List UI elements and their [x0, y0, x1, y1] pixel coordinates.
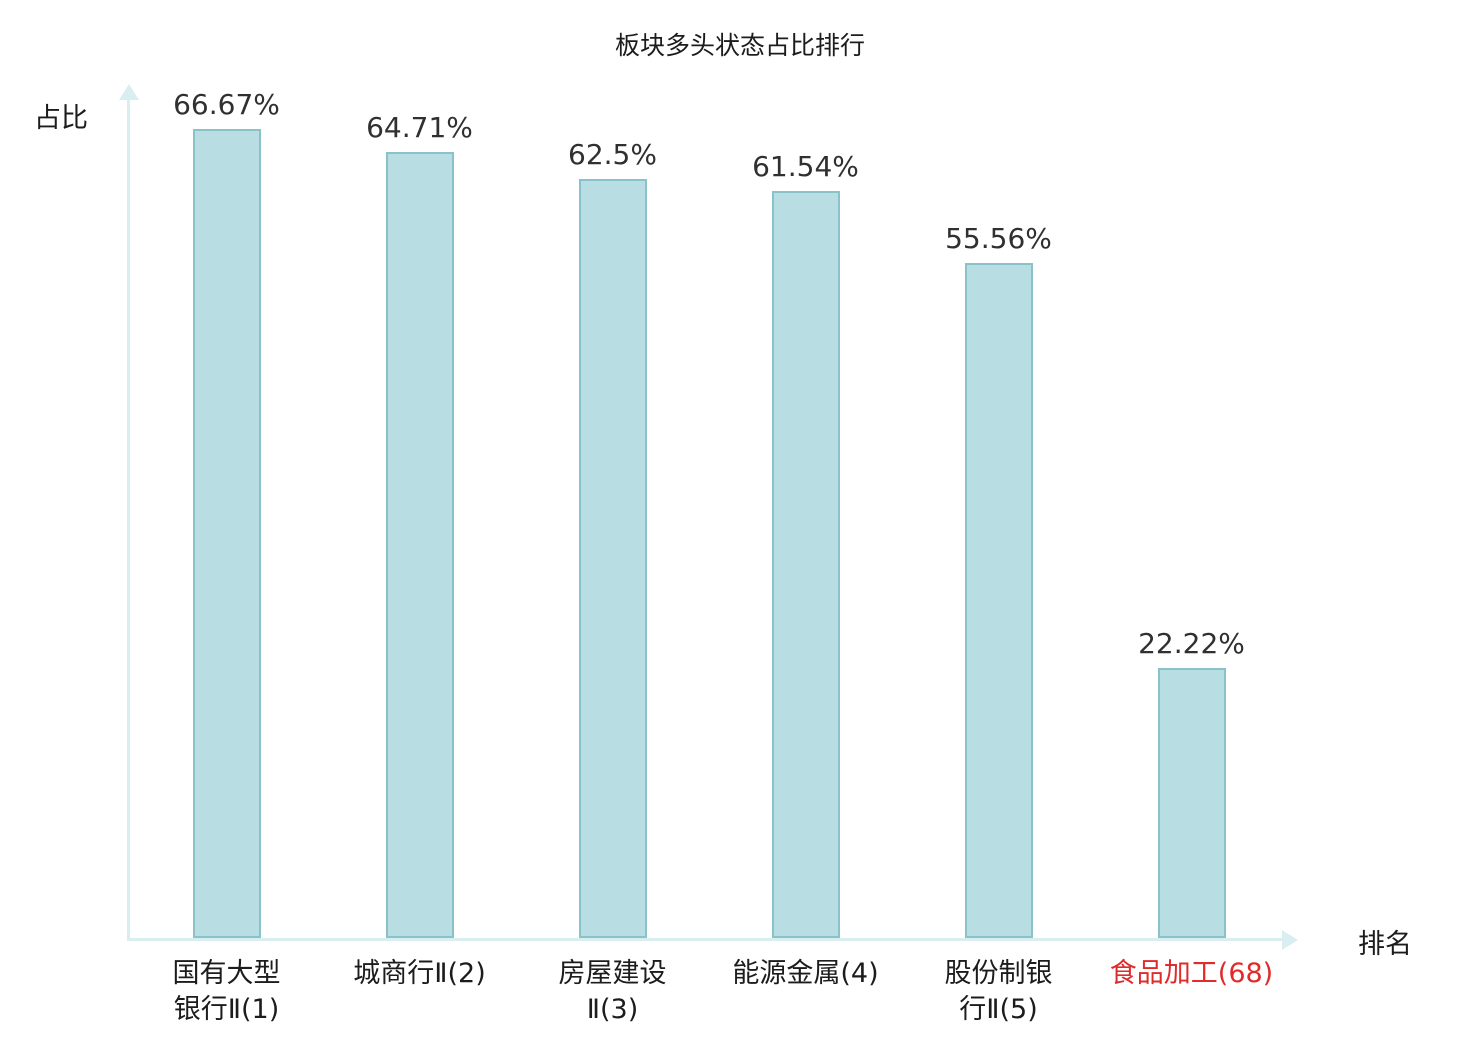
- bar-column: 64.71%: [323, 88, 516, 938]
- bar-value-label: 64.71%: [366, 111, 473, 145]
- bar-column: 61.54%: [709, 88, 902, 938]
- chart-title: 板块多头状态占比排行: [614, 31, 865, 60]
- y-axis-label: 占比: [34, 103, 88, 134]
- bar-value-label: 66.67%: [173, 88, 280, 121]
- bar: [192, 129, 261, 938]
- y-axis-arrow-icon: [119, 84, 139, 100]
- category-label: 股份制银 行Ⅱ(5): [944, 958, 1053, 1026]
- bar: [385, 152, 454, 938]
- category-axis: 国有大型 银行Ⅱ(1) 城商行Ⅱ(2) 房屋建设 Ⅱ(3) 能源金属(4) 股份制银 行…: [130, 956, 1288, 1029]
- x-axis-arrow-icon: [1282, 930, 1298, 950]
- bar-value-label: 55.56%: [945, 222, 1052, 256]
- x-axis-line: [127, 938, 1285, 941]
- category-label: 食品加工(68): [1109, 958, 1274, 989]
- category-label: 城商行Ⅱ(2): [353, 958, 486, 989]
- plot-area: 66.67% 64.71% 62.5% 61.54% 55.56% 22.22%: [130, 88, 1288, 938]
- category-label: 房屋建设 Ⅱ(3): [558, 958, 667, 1026]
- bar: [771, 190, 840, 938]
- bar-column: 55.56%: [902, 88, 1095, 938]
- bar-column: 22.22%: [1095, 88, 1288, 938]
- bar-value-label: 62.5%: [568, 138, 657, 172]
- category-label: 能源金属(4): [732, 958, 879, 989]
- bar-value-label: 61.54%: [752, 149, 859, 183]
- y-axis-line: [127, 96, 130, 938]
- bar: [964, 263, 1033, 938]
- bar: [1157, 668, 1226, 938]
- bar-value-label: 22.22%: [1138, 627, 1245, 661]
- bar-column: 66.67%: [130, 88, 323, 938]
- bar-column: 62.5%: [516, 88, 709, 938]
- category-label: 国有大型 银行Ⅱ(1): [172, 958, 281, 1026]
- x-axis-label: 排名: [1358, 929, 1412, 960]
- bar: [578, 179, 647, 938]
